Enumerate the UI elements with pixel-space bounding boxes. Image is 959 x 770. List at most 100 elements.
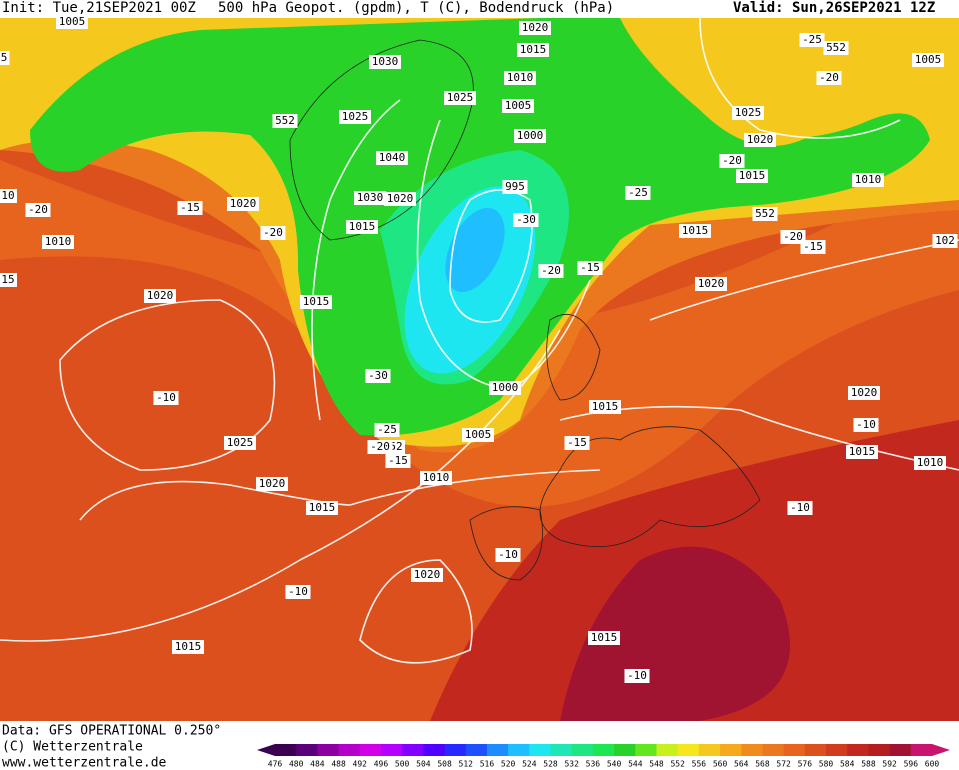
isobar-label: 1020 [387,192,414,205]
colorbar-tick-label: 552 [670,760,685,769]
colorbar-tick-label: 576 [798,760,813,769]
label-box [589,400,621,414]
isobar-label: -10 [856,418,876,431]
colorbar-swatch [402,744,424,756]
label-box [256,477,288,491]
label-box [339,110,371,124]
isobar-label: 1020 [230,197,257,210]
isobar-label: 1020 [747,133,774,146]
isobar-label: 1025 [227,436,254,449]
label-box [679,224,711,238]
isobar-label: 1020 [414,568,441,581]
label-box [411,568,443,582]
isobar-label: 1025 [342,110,369,123]
map-title: 500 hPa Geopot. (gpdm), T (C), Bodendruc… [218,0,614,16]
colorbar-end [257,744,275,756]
colorbar-end [932,744,950,756]
isobar-label: 1015 [303,295,330,308]
isobar-label: 1015 [849,445,876,458]
colorbar-tick-label: 508 [437,760,452,769]
label-box [300,295,332,309]
label-box [588,631,620,645]
label-box [736,169,768,183]
label-box [744,133,776,147]
colorbar-swatch [486,744,509,756]
isobar-label: 1015 [349,220,376,233]
label-box [489,381,521,395]
isobar-label: 1015 [591,631,618,644]
isobar-label: -10 [790,501,810,514]
label-box [224,436,256,450]
label-box [144,289,176,303]
label-box [504,71,536,85]
colorbar-swatch [804,744,827,756]
label-box [932,234,958,248]
colorbar-tick-label: 588 [861,760,876,769]
label-box [577,261,603,275]
label-box [376,151,408,165]
label-box [564,436,590,450]
colorbar-swatch [741,744,763,756]
colorbar-tick-label: 540 [607,760,622,769]
label-box [369,55,401,69]
isobar-label: -20 [722,154,742,167]
isobar-label: -20 [541,264,561,277]
isobar-label: 10 [1,189,14,202]
isobar-label: 1020 [522,21,549,34]
label-box [800,240,826,254]
colorbar-swatch [635,744,657,756]
label-box [787,501,813,515]
isobar-label: 552 [826,41,846,54]
colorbar-tick-label: 596 [904,760,919,769]
label-box [513,213,539,227]
colorbar-swatch [508,744,530,756]
isobar-label: -25 [628,186,648,199]
isobar-label: -25 [377,423,397,436]
label-box [367,440,393,454]
colorbar-tick-label: 496 [374,760,389,769]
label-box [914,456,946,470]
label-box [0,51,10,65]
isobar-label: -10 [498,548,518,561]
label-box [752,207,778,221]
label-box [420,471,452,485]
isobar-label: 1015 [739,169,766,182]
colorbar-swatch [423,744,446,756]
colorbar-swatch [656,744,679,756]
label-box [519,21,551,35]
label-box [153,391,179,405]
map [0,17,959,721]
colorbar-swatch [317,744,340,756]
isobar-label: 1020 [698,277,725,290]
isobar-label: 1010 [507,71,534,84]
label-box [823,41,849,55]
colorbar-tick-label: 564 [734,760,749,769]
colorbar-swatch [762,744,785,756]
isobar-label: 15 [1,273,14,286]
label-box [502,180,528,194]
label-box [853,418,879,432]
isobar-label: 1005 [465,428,492,441]
colorbar-swatch [380,744,403,756]
colorbar-swatch [720,744,742,756]
isobar-label: -15 [803,240,823,253]
colorbar-tick-label: 488 [331,760,346,769]
isobar-label: -20 [819,71,839,84]
colorbar-tick-label: 476 [268,760,283,769]
isobar-label: 1005 [915,53,942,66]
colorbar-tick-label: 580 [819,760,834,769]
colorbar-tick-label: 592 [882,760,897,769]
label-box [462,428,494,442]
isobar-label: -30 [368,369,388,382]
map-labels: 1005 102010151030101010251005102555210001… [0,15,958,683]
label-box [502,99,534,113]
isobar-label: -10 [288,585,308,598]
colorbar-swatch [783,744,806,756]
isobar-label: 102 [935,234,955,247]
isobar-label: -20 [783,230,803,243]
label-box [625,186,651,200]
isobar-label: 5 [1,51,8,64]
label-box [514,129,546,143]
isobar-label: -25 [802,33,822,46]
